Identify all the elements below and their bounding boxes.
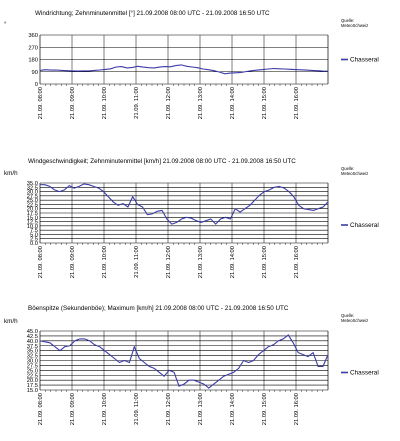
panel3-y-tick-label: 45.0 <box>27 329 38 335</box>
panel2-x-tick-label: 21.09. 13:00 <box>198 246 204 278</box>
panel3-x-tick-label: 21.09. 15:00 <box>262 393 268 425</box>
panel2-x-tick-label: 21.09. 15:00 <box>262 246 268 278</box>
panel2-source-label: Quelle: <box>341 166 354 171</box>
panel1-y-tick-label: 270 <box>28 45 38 51</box>
panel3-x-tick-label: 21.09. 10:00 <box>102 393 108 425</box>
panel2-source-name: MeteoSchweiz <box>341 171 368 176</box>
panel2-y-tick-label: 30.0 <box>27 190 38 196</box>
panel1-y-unit-label: ° <box>4 20 7 28</box>
panel2-y-tick-label: 2.5 <box>30 237 38 243</box>
panel3-y-tick-label: 27.5 <box>27 363 38 369</box>
panel3-x-tick-label: 21.09. 12:00 <box>166 393 172 425</box>
panel3-y-tick-label: 32.5 <box>27 354 38 360</box>
panel1-x-tick-label: 21.09. 08:00 <box>38 87 44 119</box>
panel3-source-label: Quelle: <box>341 313 354 318</box>
panel1-y-tick-label: 180 <box>28 58 38 64</box>
panel1-x-tick-label: 21.09. 15:00 <box>262 87 268 119</box>
panel2-x-tick-label: 21.09. 09:00 <box>70 246 76 278</box>
panel1-x-tick-label: 21.09. 10:00 <box>102 87 108 119</box>
panel2-x-tick-label: 21.09. 16:00 <box>294 246 300 278</box>
panel2-y-tick-label: 35.0 <box>27 181 38 187</box>
panel2-x-tick-label: 21.09. 14:00 <box>230 246 236 278</box>
panel3-source-name: MeteoSchweiz <box>341 318 368 323</box>
panel2-y-tick-label: 22.5 <box>27 202 38 208</box>
panel2-y-unit-label: km/h <box>4 170 18 177</box>
panel2-y-tick-label: 12.5 <box>27 220 38 226</box>
panel2-y-tick-label: 25.0 <box>27 198 38 204</box>
panel3-y-tick-label: 15.0 <box>27 388 38 394</box>
panel3-y-tick-label: 42.5 <box>27 334 38 340</box>
panel3-y-tick-label: 25.0 <box>27 368 38 374</box>
panel3-y-tick-label: 37.5 <box>27 344 38 350</box>
panel3-y-tick-label: 22.5 <box>27 373 38 379</box>
panel3-y-tick-label: 40.0 <box>27 339 38 345</box>
panel2-x-tick-label: 21.09. 10:00 <box>102 246 108 278</box>
panel1-source-label: Quelle: <box>341 18 354 23</box>
panel1-series-line-chasseral <box>39 64 329 75</box>
panel3-legend-label: Chasseral <box>350 370 379 377</box>
panel2-x-tick-label: 21.09. 12:00 <box>166 246 172 278</box>
panel2-chart-title: Windgeschwindigkeit; Zehnminutenmittel [… <box>28 158 296 165</box>
panel3-y-unit-label: km/h <box>4 318 18 325</box>
panel2-y-tick-label: 15.0 <box>27 215 38 221</box>
panel2-y-tick-label: 20.0 <box>27 207 38 213</box>
panel3-y-tick-label: 30.0 <box>27 359 38 365</box>
panel1-y-tick-label: 90 <box>32 70 38 76</box>
panel2-y-tick-label: 10.0 <box>27 224 38 230</box>
panel1-legend-label: Chasseral <box>350 57 379 64</box>
panel2-series-line-chasseral <box>40 183 329 225</box>
panel3-chart-title: Böenspitze (Sekundenböe); Maximum [km/h]… <box>28 305 289 312</box>
panel3-x-tick-label: 21.09. 09:00 <box>70 393 76 425</box>
panel1-x-tick-label: 21.09. 12:00 <box>166 87 172 119</box>
panel2-y-tick-label: 5.0 <box>30 232 38 238</box>
panel3-x-tick-label: 21.09. 13:00 <box>198 393 204 425</box>
panel3-x-tick-label: 21.09. 11:00 <box>134 393 140 425</box>
panel2-x-tick-label: 21.09. 08:00 <box>38 246 44 278</box>
panel3-x-tick-label: 21.09. 08:00 <box>38 393 44 425</box>
panel2-y-tick-label: 0.0 <box>30 241 38 247</box>
panel1-chart-title: Windrichtung; Zehnminutenmittel [°] 21.0… <box>35 9 270 17</box>
panel2-y-tick-label: 27.5 <box>27 194 38 200</box>
panel2-y-tick-label: 17.5 <box>27 211 38 217</box>
panel2-x-tick-label: 21.09. 11:00 <box>134 246 140 278</box>
panel1-x-tick-label: 21.09. 13:00 <box>198 87 204 119</box>
panel3-x-tick-label: 21.09. 14:00 <box>230 393 236 425</box>
panel3-y-tick-label: 17.5 <box>27 383 38 389</box>
panel3-x-tick-label: 21.09. 16:00 <box>294 393 300 425</box>
panel1-y-tick-label: 0 <box>35 82 38 88</box>
panel1-x-tick-label: 21.09. 11:00 <box>134 87 140 119</box>
panel2-y-tick-label: 32.5 <box>27 185 38 191</box>
panel1-x-tick-label: 21.09. 16:00 <box>294 87 300 119</box>
panel1-x-tick-label: 21.09. 09:00 <box>70 87 76 119</box>
panel3-series-line-chasseral <box>39 334 329 389</box>
panel3-y-tick-label: 20.0 <box>27 378 38 384</box>
panel1-source-name: MeteoSchweiz <box>341 23 368 28</box>
panel2-legend-label: Chasseral <box>350 222 379 229</box>
panel1-y-tick-label: 360 <box>28 33 38 39</box>
panel3-y-tick-label: 35.0 <box>27 349 38 355</box>
panel1-x-tick-label: 21.09. 14:00 <box>230 87 236 119</box>
panel2-y-tick-label: 7.5 <box>30 228 38 234</box>
